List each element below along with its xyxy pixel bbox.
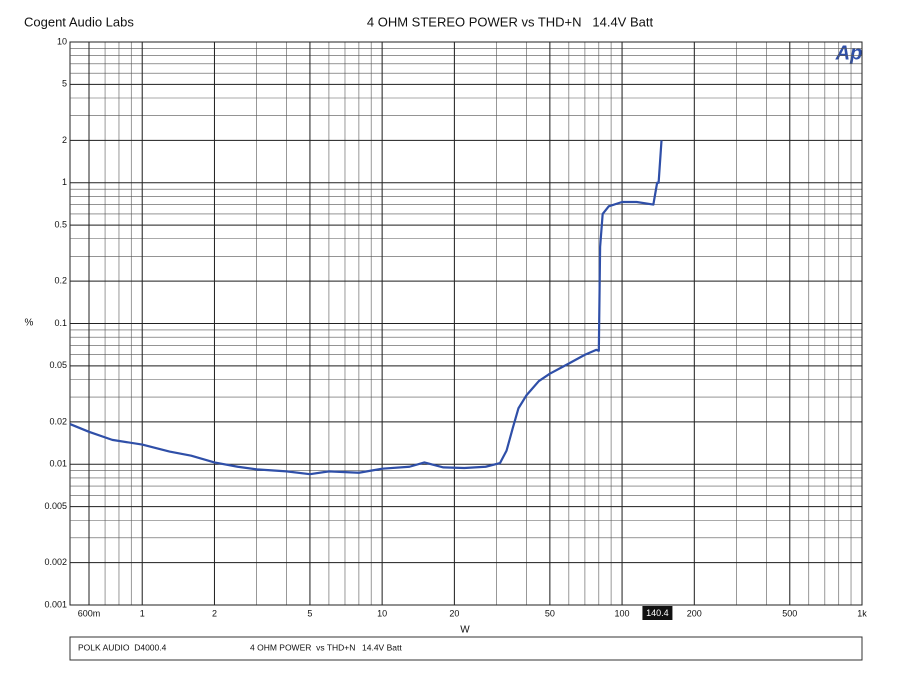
footer-box (69, 636, 863, 661)
y-tick-label: 5 (62, 79, 67, 89)
logo: Ap (835, 42, 863, 64)
x-axis-label: W (460, 625, 470, 636)
y-tick-label: 0.1 (54, 318, 67, 328)
y-axis-label: % (25, 318, 34, 329)
x-tick-label: 20 (449, 608, 459, 618)
y-tick-label: 0.05 (49, 360, 67, 370)
data-line (69, 140, 663, 476)
y-tick-label: 0.01 (49, 459, 67, 469)
y-tick-label: 0.2 (54, 276, 67, 286)
x-tick-label: 500 (782, 608, 797, 618)
y-tick-label: 0.005 (44, 501, 67, 511)
x-tick-label: 5 (307, 608, 312, 618)
x-tick-label: 10 (377, 608, 387, 618)
y-tick-label: 0.002 (44, 557, 67, 567)
x-tick-label: 50 (545, 608, 555, 618)
x-tick-label: 200 (687, 608, 702, 618)
y-tick-label: 0.5 (54, 219, 67, 229)
y-tick-label: 10 (57, 36, 67, 46)
y-tick-label: 0.001 (44, 599, 67, 609)
x-tick-label: 100 (615, 608, 630, 618)
cursor-box (642, 606, 673, 620)
x-tick-label: 1 (140, 608, 145, 618)
x-tick-label: 2 (212, 608, 217, 618)
footer-text: POLK AUDIO D4000.4 (78, 642, 167, 652)
company: Cogent Audio Labs (24, 14, 134, 29)
y-tick-label: 0.02 (49, 416, 67, 426)
x-tick-label: 1k (857, 608, 867, 618)
cursor-label: 140.4 (646, 608, 669, 618)
y-tick-label: 1 (62, 177, 67, 187)
y-tick-label: 2 (62, 135, 67, 145)
chart-title: 4 OHM STEREO POWER vs THD+N 14.4V Batt (367, 14, 654, 29)
footer-text: 4 OHM POWER vs THD+N (250, 642, 355, 652)
x-tick-label: 600m (78, 608, 101, 618)
footer-text: 14.4V Batt (362, 642, 402, 652)
